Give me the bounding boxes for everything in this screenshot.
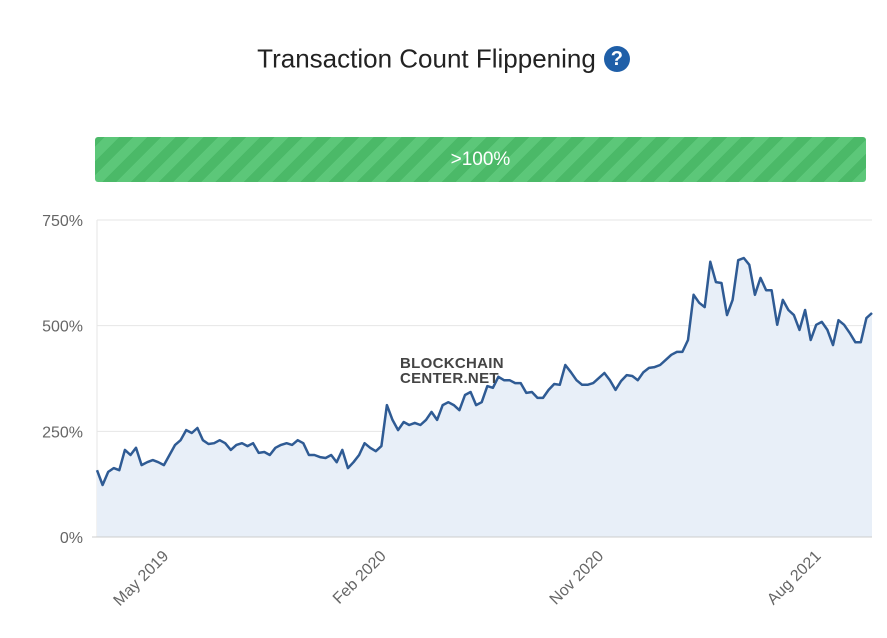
chart-title: Transaction Count Flippening? [0, 42, 887, 75]
x-tick-label: Feb 2020 [330, 548, 390, 608]
watermark-logo: BLOCKCHAIN CENTER.NET [400, 355, 504, 387]
x-tick-label: Nov 2020 [547, 548, 608, 609]
x-tick-label: Aug 2021 [764, 548, 825, 609]
x-tick-label: May 2019 [111, 548, 173, 610]
progress-label: >100% [450, 149, 511, 170]
y-tick-label: 250% [42, 424, 83, 441]
question-circle-icon[interactable]: ? [603, 46, 630, 73]
title-text: Transaction Count Flippening [257, 43, 596, 74]
y-tick-label: 0% [60, 530, 83, 547]
y-tick-label: 500% [42, 319, 83, 336]
series-line [95, 256, 873, 487]
progress-bar: >100% [95, 137, 866, 182]
y-tick-label: 750% [42, 213, 83, 230]
